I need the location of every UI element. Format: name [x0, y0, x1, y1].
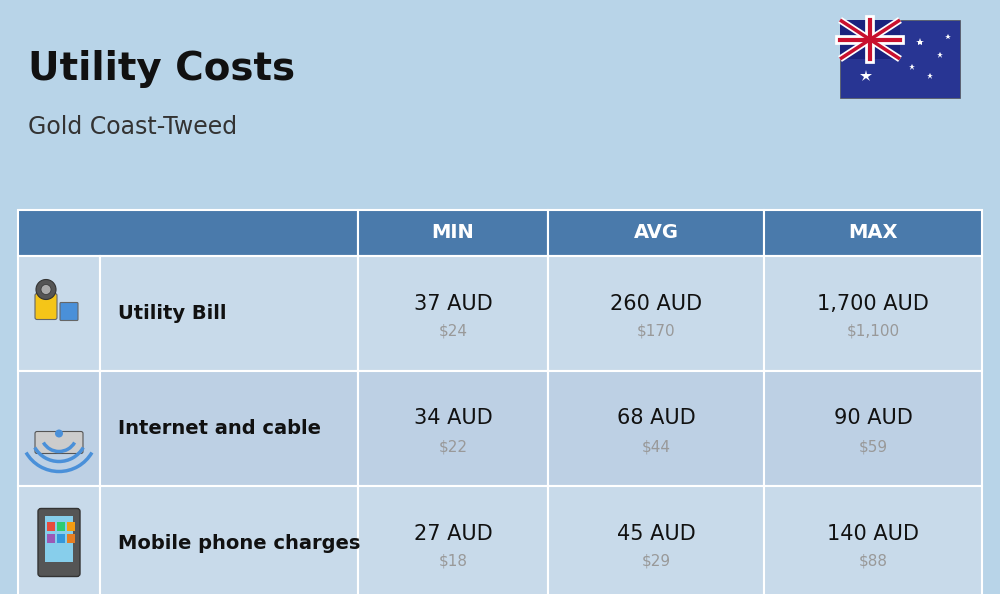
- FancyBboxPatch shape: [548, 210, 764, 256]
- Bar: [57, 522, 65, 530]
- Bar: [67, 522, 75, 530]
- FancyBboxPatch shape: [548, 486, 764, 594]
- Text: 37 AUD: 37 AUD: [414, 293, 492, 314]
- FancyBboxPatch shape: [358, 256, 548, 371]
- Circle shape: [36, 280, 56, 299]
- Text: MAX: MAX: [848, 223, 898, 242]
- FancyBboxPatch shape: [18, 486, 100, 594]
- Bar: [47, 533, 55, 542]
- Circle shape: [41, 285, 51, 295]
- Bar: [45, 516, 73, 561]
- FancyBboxPatch shape: [18, 210, 358, 256]
- Text: Utility Bill: Utility Bill: [118, 304, 226, 323]
- Bar: [67, 533, 75, 542]
- Bar: [47, 522, 55, 530]
- Text: Utility Costs: Utility Costs: [28, 50, 295, 88]
- FancyBboxPatch shape: [18, 256, 100, 371]
- FancyBboxPatch shape: [35, 293, 57, 320]
- FancyBboxPatch shape: [358, 486, 548, 594]
- Text: $22: $22: [438, 439, 468, 454]
- FancyBboxPatch shape: [764, 486, 982, 594]
- Bar: [840, 20, 960, 98]
- FancyBboxPatch shape: [358, 210, 548, 256]
- Bar: [840, 20, 900, 59]
- Text: 45 AUD: 45 AUD: [617, 523, 695, 544]
- Text: 34 AUD: 34 AUD: [414, 409, 492, 428]
- Text: AVG: AVG: [634, 223, 678, 242]
- Text: $18: $18: [438, 554, 468, 569]
- Text: $24: $24: [438, 324, 468, 339]
- FancyBboxPatch shape: [60, 302, 78, 321]
- FancyBboxPatch shape: [764, 256, 982, 371]
- Text: 27 AUD: 27 AUD: [414, 523, 492, 544]
- Text: Internet and cable: Internet and cable: [118, 419, 321, 438]
- FancyBboxPatch shape: [764, 371, 982, 486]
- Text: $1,100: $1,100: [846, 324, 900, 339]
- FancyBboxPatch shape: [35, 431, 83, 453]
- Text: MIN: MIN: [432, 223, 474, 242]
- Text: Mobile phone charges: Mobile phone charges: [118, 534, 360, 553]
- Text: Gold Coast-Tweed: Gold Coast-Tweed: [28, 115, 237, 139]
- FancyBboxPatch shape: [764, 210, 982, 256]
- Text: 90 AUD: 90 AUD: [834, 409, 912, 428]
- Text: 68 AUD: 68 AUD: [617, 409, 695, 428]
- Text: $170: $170: [637, 324, 675, 339]
- Bar: [57, 533, 65, 542]
- Text: 1,700 AUD: 1,700 AUD: [817, 293, 929, 314]
- Text: $88: $88: [858, 554, 888, 569]
- FancyBboxPatch shape: [100, 486, 358, 594]
- Text: 140 AUD: 140 AUD: [827, 523, 919, 544]
- FancyBboxPatch shape: [548, 371, 764, 486]
- FancyBboxPatch shape: [38, 508, 80, 577]
- Text: $59: $59: [858, 439, 888, 454]
- Text: 260 AUD: 260 AUD: [610, 293, 702, 314]
- Text: $44: $44: [642, 439, 670, 454]
- Circle shape: [55, 429, 63, 438]
- FancyBboxPatch shape: [18, 371, 100, 486]
- FancyBboxPatch shape: [548, 256, 764, 371]
- FancyBboxPatch shape: [100, 256, 358, 371]
- Text: $29: $29: [641, 554, 671, 569]
- FancyBboxPatch shape: [358, 371, 548, 486]
- FancyBboxPatch shape: [100, 371, 358, 486]
